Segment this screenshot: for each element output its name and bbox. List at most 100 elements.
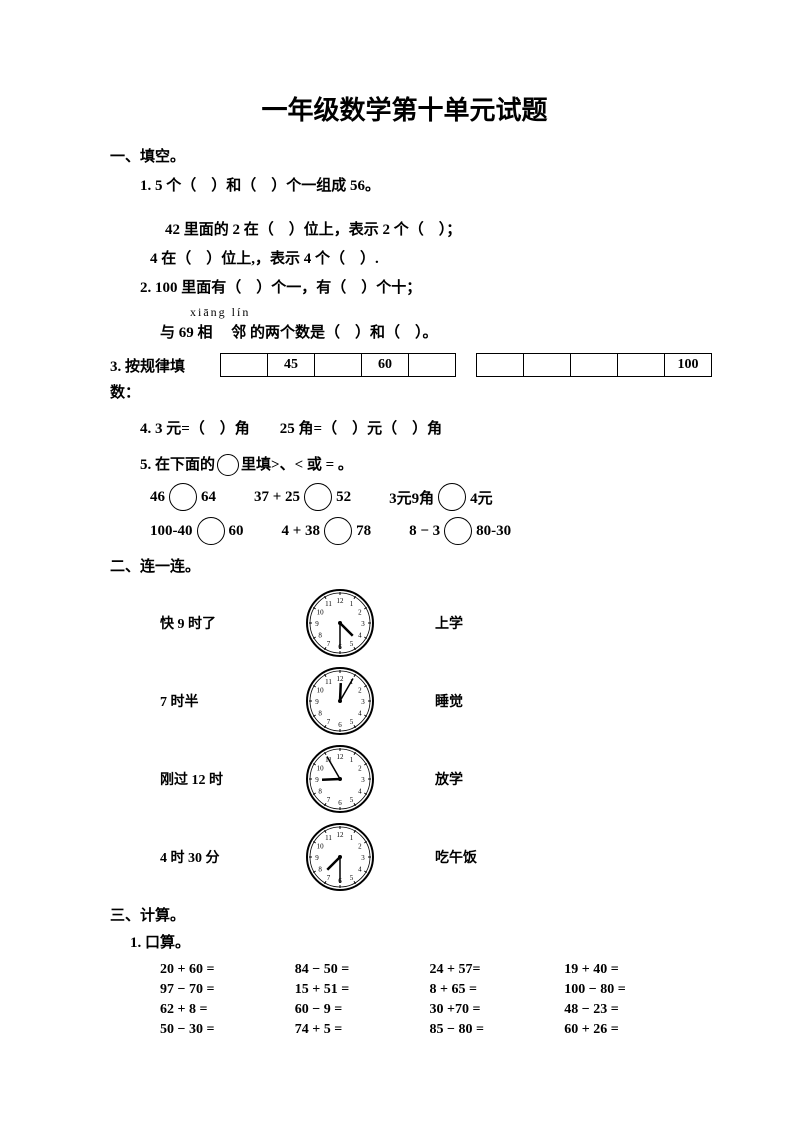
svg-text:1: 1: [350, 834, 354, 842]
svg-text:3: 3: [361, 620, 365, 628]
seq-cell[interactable]: [570, 353, 617, 377]
svg-text:7: 7: [327, 640, 331, 648]
seq-cell: 45: [267, 353, 314, 377]
match-right-label[interactable]: 上学: [395, 584, 535, 662]
q3-label2: 数：: [110, 381, 699, 405]
q2-l2: 与 69 相 邻 的两个数是（ ）和（ ）。: [160, 321, 699, 345]
compare-group: 3元9角4元: [389, 483, 493, 511]
svg-text:7: 7: [327, 874, 331, 882]
svg-text:12: 12: [337, 831, 345, 839]
svg-text:2: 2: [358, 609, 362, 617]
calc-cell: 30 +70 =: [430, 1000, 565, 1020]
q2-pinyin: xiāng lín: [190, 305, 699, 320]
svg-text:2: 2: [358, 687, 362, 695]
calc-cell: 60 − 9 =: [295, 1000, 430, 1020]
svg-text:3: 3: [361, 854, 365, 862]
svg-text:9: 9: [315, 776, 319, 784]
clock-icon[interactable]: 123456789101112: [285, 662, 395, 740]
match-left-label[interactable]: 7 时半: [160, 662, 285, 740]
compare-left: 100-40: [150, 523, 193, 540]
seq-cell: 60: [361, 353, 408, 377]
compare-blank-circle[interactable]: [169, 483, 197, 511]
calc-cell: 8 + 65 =: [430, 980, 565, 1000]
svg-text:3: 3: [361, 698, 365, 706]
svg-text:11: 11: [325, 678, 332, 686]
compare-group: 100-40 60: [150, 517, 244, 545]
svg-text:5: 5: [350, 718, 354, 726]
compare-blank-circle[interactable]: [197, 517, 225, 545]
calc-cell: 97 − 70 =: [160, 980, 295, 1000]
compare-group: 4 + 3878: [282, 517, 372, 545]
svg-text:6: 6: [338, 799, 342, 807]
seq-cell[interactable]: [523, 353, 570, 377]
compare-left: 37 + 25: [254, 489, 300, 506]
circle-icon: [217, 454, 239, 476]
compare-left: 3元9角: [389, 487, 434, 508]
clock-icon[interactable]: 123456789101112: [285, 740, 395, 818]
svg-text:6: 6: [338, 721, 342, 729]
match-right-label[interactable]: 吃午饭: [395, 818, 535, 896]
seq-cell[interactable]: [220, 353, 267, 377]
calc-cell: 50 − 30 =: [160, 1020, 295, 1040]
match-left-label[interactable]: 刚过 12 时: [160, 740, 285, 818]
svg-text:10: 10: [317, 765, 325, 773]
q2-l1: 2. 100 里面有（ ）个一，有（ ）个十；: [140, 276, 699, 300]
svg-text:5: 5: [350, 796, 354, 804]
svg-text:9: 9: [315, 620, 319, 628]
clock-icon[interactable]: 123456789101112: [285, 818, 395, 896]
seq-cell[interactable]: [617, 353, 664, 377]
match-left-label[interactable]: 4 时 30 分: [160, 818, 285, 896]
q5-head: 5. 在下面的 里填>、< 或 = 。: [140, 453, 699, 477]
svg-text:1: 1: [350, 756, 354, 764]
sec3-sub: 1. 口算。: [130, 931, 699, 955]
compare-group: 37 + 25 52: [254, 483, 351, 511]
seq-cell[interactable]: [314, 353, 361, 377]
compare-right: 52: [336, 489, 351, 506]
seq-cell[interactable]: [408, 353, 456, 377]
svg-text:4: 4: [358, 710, 362, 718]
seq-cell: 100: [664, 353, 712, 377]
compare-blank-circle[interactable]: [438, 483, 466, 511]
svg-text:5: 5: [350, 640, 354, 648]
calc-cell: 62 + 8 =: [160, 1000, 295, 1020]
calc-cell: 19 + 40 =: [564, 960, 699, 980]
section-1-head: 一、填空。: [110, 145, 699, 169]
calc-cell: 85 − 80 =: [430, 1020, 565, 1040]
svg-text:9: 9: [315, 854, 319, 862]
svg-text:1: 1: [350, 600, 354, 608]
compare-blank-circle[interactable]: [304, 483, 332, 511]
svg-text:4: 4: [358, 632, 362, 640]
svg-text:12: 12: [337, 675, 345, 683]
compare-left: 46: [150, 489, 165, 506]
match-left-label[interactable]: 快 9 时了: [160, 584, 285, 662]
svg-text:8: 8: [318, 788, 322, 796]
clock-icon[interactable]: 123456789101112: [285, 584, 395, 662]
compare-right: 60: [229, 523, 244, 540]
section-2-head: 二、连一连。: [110, 555, 699, 579]
seq-cell[interactable]: [476, 353, 523, 377]
match-right-label[interactable]: 放学: [395, 740, 535, 818]
calc-cell: 100 − 80 =: [564, 980, 699, 1000]
calc-cell: 60 + 26 =: [564, 1020, 699, 1040]
compare-right: 78: [356, 523, 371, 540]
svg-text:5: 5: [350, 874, 354, 882]
q5-head-text: 5. 在下面的: [140, 453, 215, 477]
compare-left: 8 − 3: [409, 523, 440, 540]
svg-text:9: 9: [315, 698, 319, 706]
q1b-l2: 4 在（ ）位上,，表示 4 个（ ）.: [150, 247, 699, 271]
calc-cell: 24 + 57=: [430, 960, 565, 980]
calc-cell: 20 + 60 =: [160, 960, 295, 980]
svg-text:12: 12: [337, 597, 345, 605]
svg-text:8: 8: [318, 710, 322, 718]
q5-mid-text: 里填>、< 或 = 。: [241, 453, 353, 477]
svg-text:2: 2: [358, 765, 362, 773]
compare-group: 4664: [150, 483, 216, 511]
calc-cell: 74 + 5 =: [295, 1020, 430, 1040]
calc-cell: 48 − 23 =: [564, 1000, 699, 1020]
compare-right: 80-30: [476, 523, 511, 540]
compare-blank-circle[interactable]: [324, 517, 352, 545]
compare-blank-circle[interactable]: [444, 517, 472, 545]
match-right-label[interactable]: 睡觉: [395, 662, 535, 740]
q1b-l1: 42 里面的 2 在（ ）位上，表示 2 个（ ）；: [165, 218, 699, 242]
q4: 4. 3 元=（ ）角 25 角=（ ）元（ ）角: [140, 417, 699, 441]
